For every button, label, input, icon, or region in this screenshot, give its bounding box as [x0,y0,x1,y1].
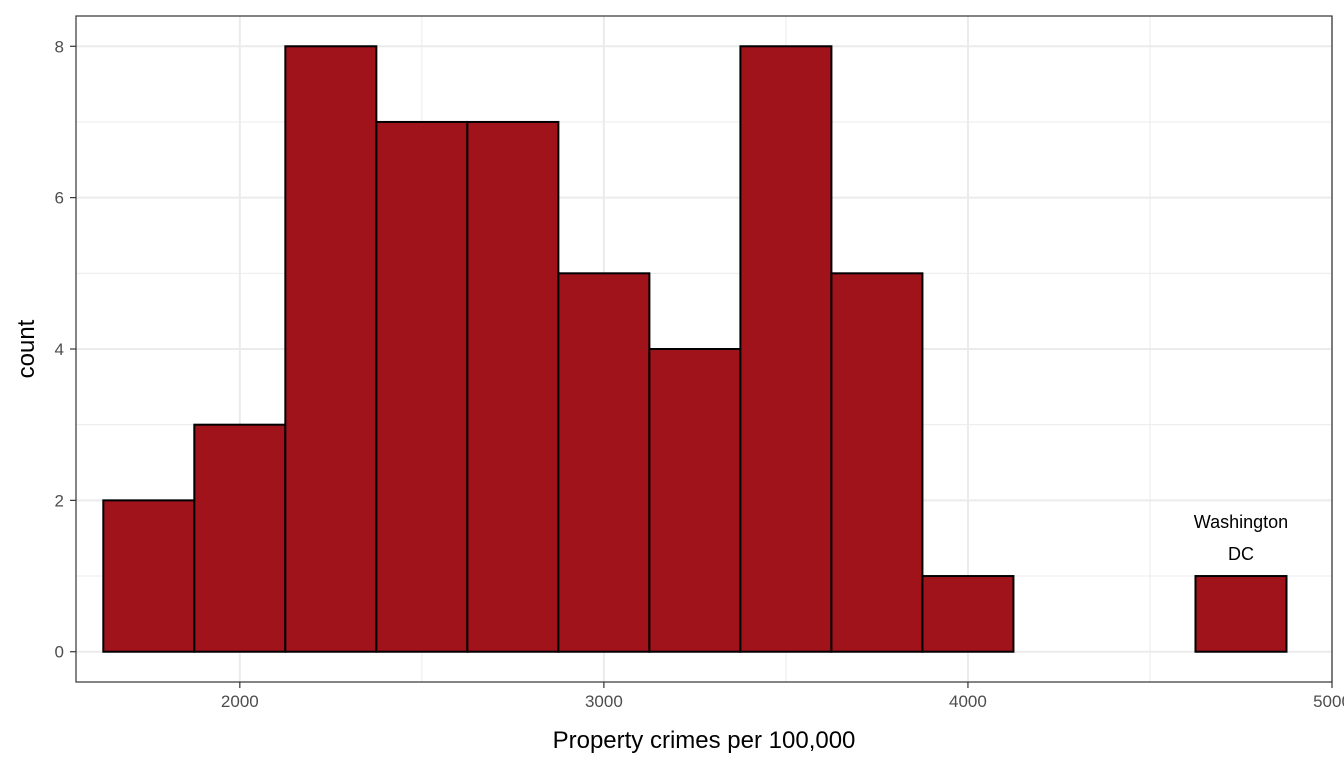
x-tick-label: 3000 [585,692,623,711]
histogram-bar-1 [193,423,287,653]
annotation-line-dc: DC [1228,544,1254,564]
y-tick-label: 2 [55,491,64,510]
x-axis-title: Property crimes per 100,000 [553,727,856,754]
histogram-bar-0 [102,499,196,653]
histogram-bar-3 [375,120,469,653]
y-axis-title: count [13,319,40,378]
histogram-bar-5 [557,272,651,653]
histogram-bar-4 [466,120,560,653]
histogram-bar-8 [830,272,924,653]
histogram-bar-12 [1194,575,1288,653]
x-tick-label: 2000 [221,692,259,711]
y-tick-label: 8 [55,37,64,56]
histogram-bar-9 [921,575,1015,653]
histogram-bar-7 [739,45,833,653]
annotation-line-washington: Washington [1194,512,1288,532]
y-tick-label: 0 [55,643,64,662]
histogram-bar-6 [648,348,742,653]
y-axis: 0 2 4 6 8 [55,37,76,662]
histogram-bar-2 [284,45,378,653]
bars [102,45,1288,653]
x-tick-label: 4000 [949,692,987,711]
y-tick-label: 4 [55,340,64,359]
y-tick-label: 6 [55,189,64,208]
